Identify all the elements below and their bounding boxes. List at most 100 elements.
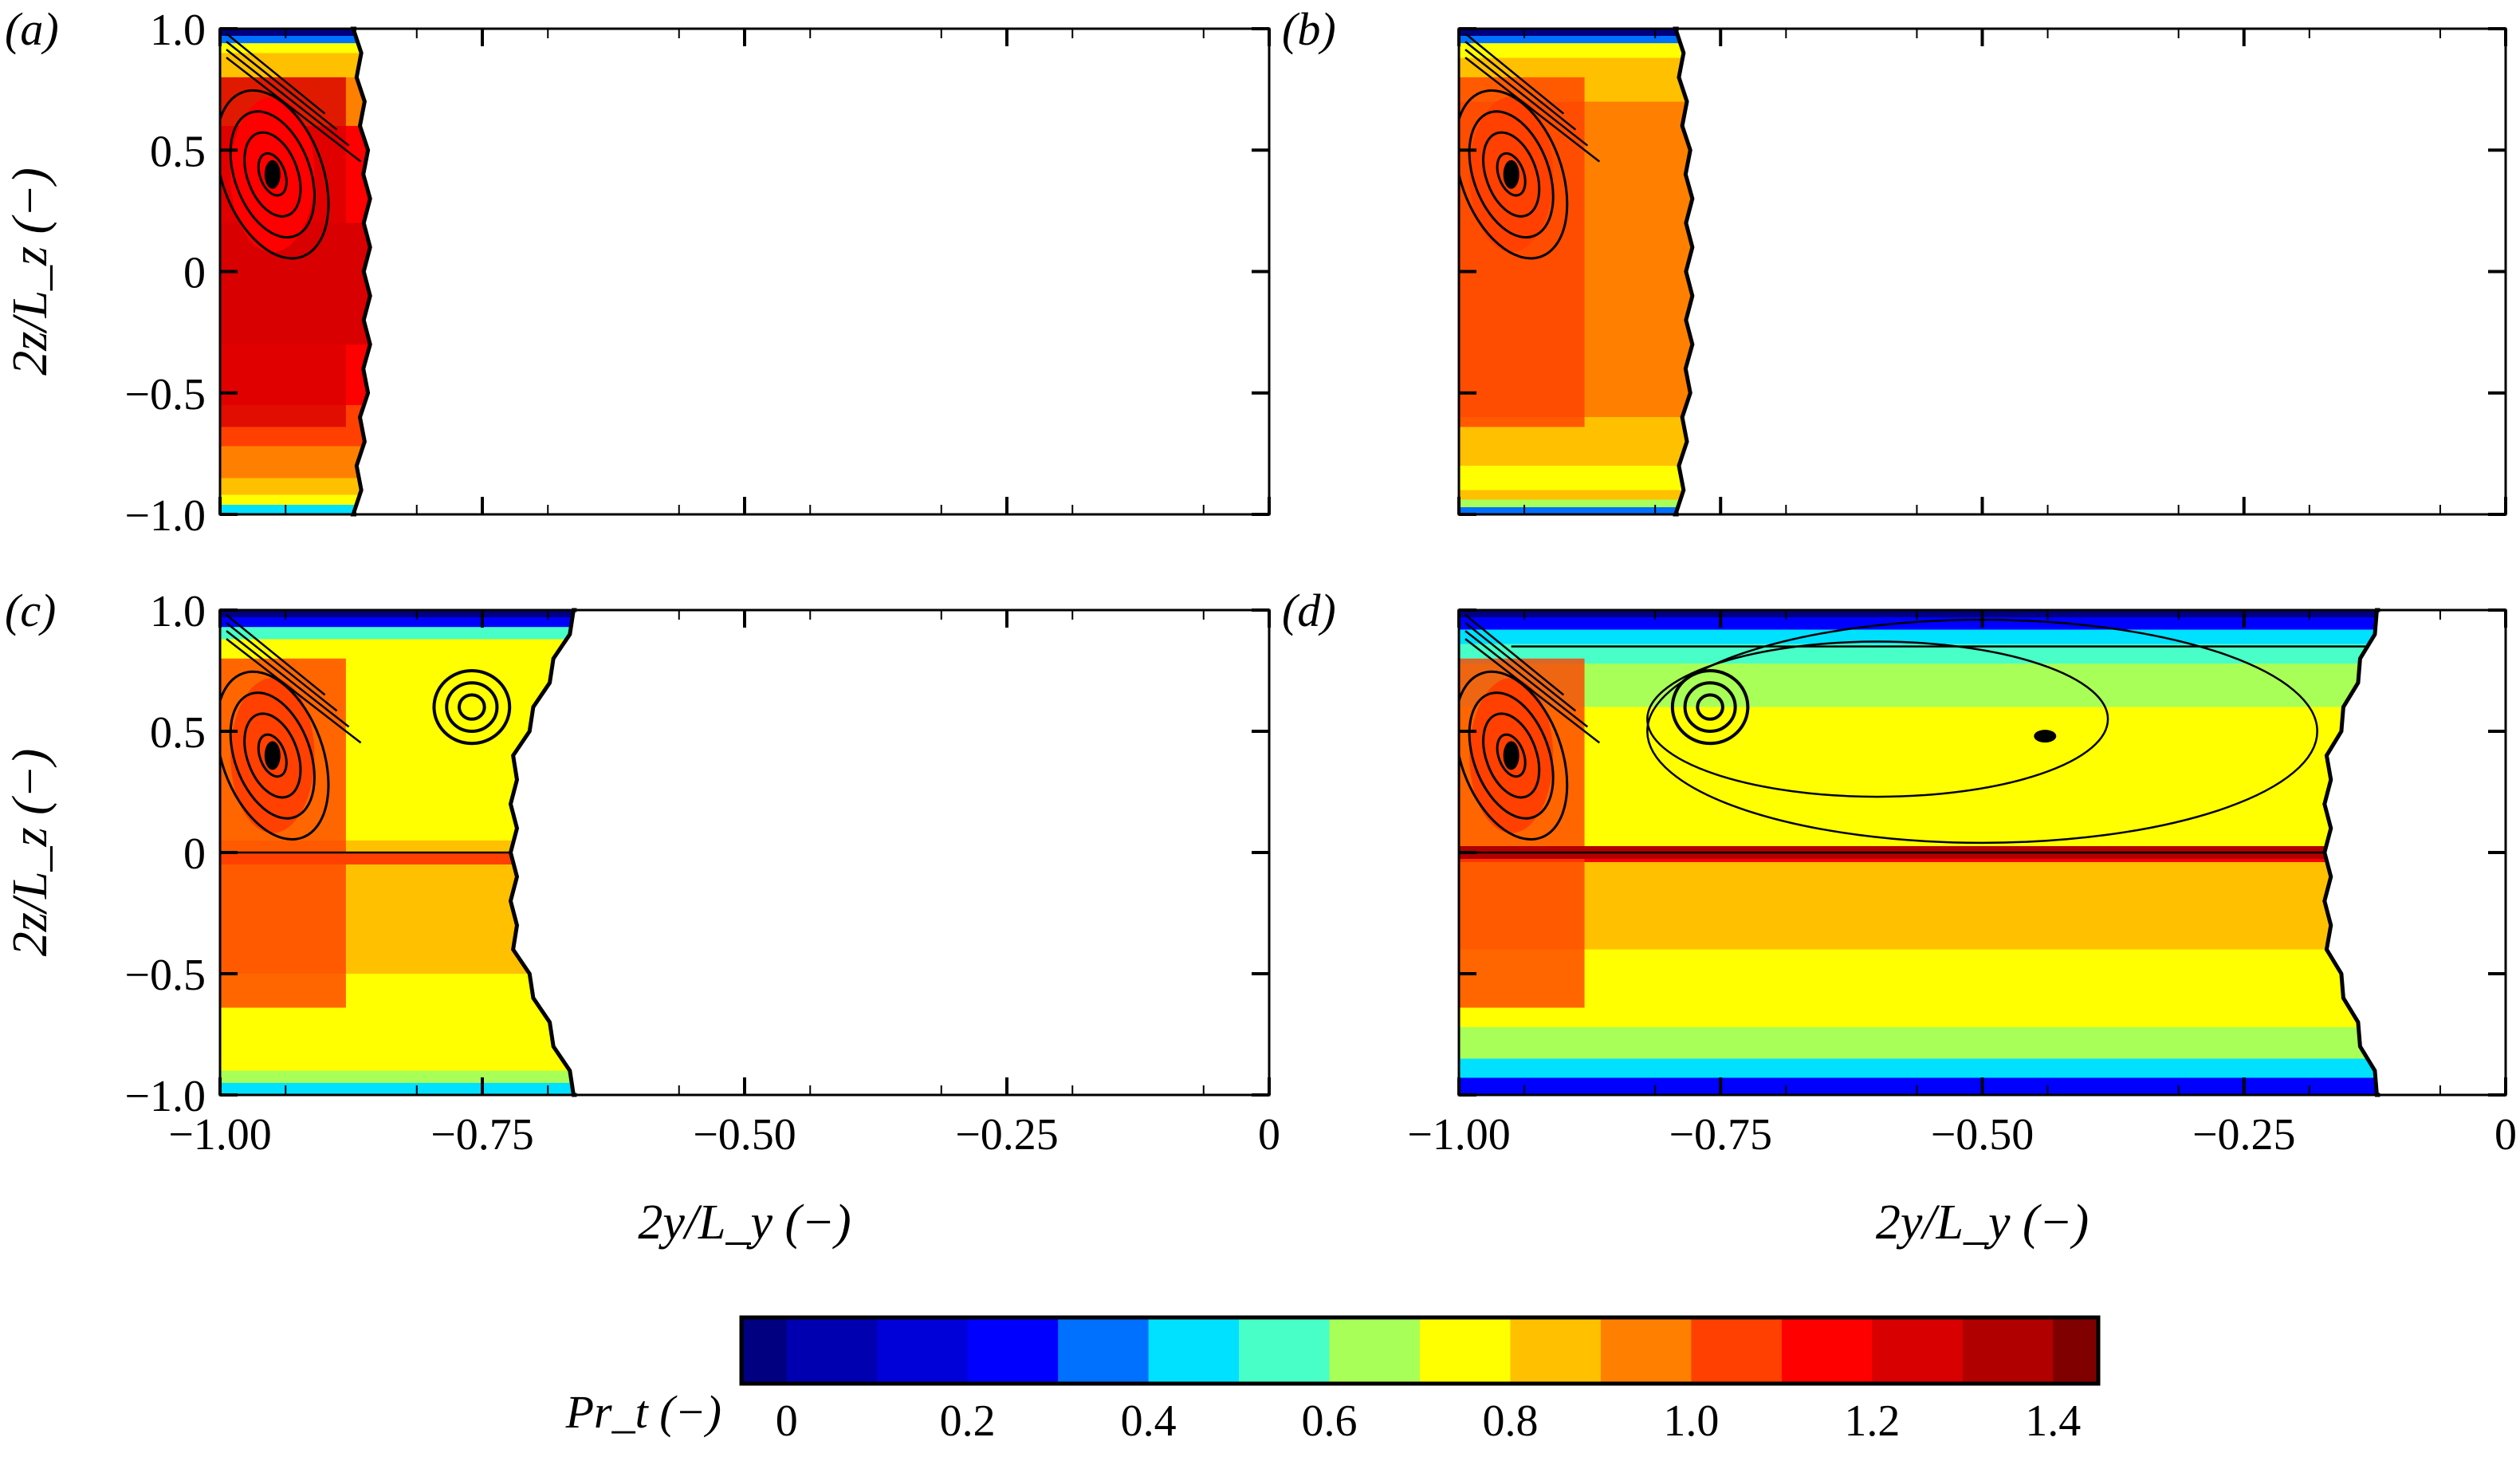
streamline <box>458 693 486 721</box>
streamline <box>226 630 350 728</box>
y-tick-label: 0.5 <box>150 127 206 176</box>
colorbar-tick-label: 0 <box>776 1396 798 1446</box>
panel-a: (a) 1.0 0.5 0 −0.5 −1.0 2z/L_z (−) <box>3 3 1271 541</box>
streamline <box>1464 41 1577 131</box>
vortex-core <box>1503 159 1519 189</box>
streamline <box>226 33 326 115</box>
streamline <box>1496 733 1527 778</box>
data-boundary <box>2322 608 2380 1097</box>
streamline <box>229 110 316 239</box>
streamline <box>1464 33 1565 115</box>
colorbar-tick-label: 1.2 <box>1844 1396 1900 1446</box>
streamline <box>226 49 350 147</box>
y-tick-label: 1.0 <box>150 587 206 636</box>
streamline <box>1459 670 1569 841</box>
y-tick-label: 0 <box>183 829 206 879</box>
y-tick-label: 0.5 <box>150 708 206 758</box>
colorbar-swatch <box>1962 1317 2054 1384</box>
colorbar: 0 0.2 0.4 0.6 0.8 1.0 1.2 1.4 Pr_t (−) <box>565 1315 2101 1446</box>
streamline <box>1468 110 1555 239</box>
colorbar-swatch <box>1329 1317 1421 1384</box>
colorbar-swatch <box>741 1317 788 1384</box>
streamline <box>445 681 499 733</box>
streamline <box>226 41 338 131</box>
panel-label: (c) <box>5 585 56 636</box>
streamline <box>1464 57 1601 163</box>
streamline <box>1464 49 1589 147</box>
x-axis-label: 2y/L_y (−) <box>638 1195 851 1250</box>
colorbar-tick-label: 0.4 <box>1121 1396 1177 1446</box>
y-tick-label: −0.5 <box>124 370 206 419</box>
x-axis-label: 2y/L_y (−) <box>1876 1195 2089 1250</box>
panel-label: (d) <box>1282 585 1336 636</box>
streamline <box>226 57 362 163</box>
panel-d: (d) −1.00 −0.75 −0.50 −0.25 0 2y/L_y (−) <box>1282 585 2517 1250</box>
streamline <box>226 614 326 696</box>
streamline <box>243 131 302 218</box>
streamline <box>257 733 288 778</box>
streamline <box>243 712 302 799</box>
streamline <box>1464 630 1589 728</box>
colorbar-tick-label: 0.2 <box>940 1396 996 1446</box>
colorbar-swatch <box>877 1317 969 1384</box>
y-tick-label: 0 <box>183 249 206 298</box>
streamline <box>1468 691 1555 820</box>
colorbar-swatch <box>1691 1317 1783 1384</box>
streamline <box>1496 152 1527 197</box>
colorbar-swatch <box>2053 1317 2099 1384</box>
x-tick-label: −0.75 <box>430 1110 534 1160</box>
vortex-core <box>264 159 281 189</box>
colorbar-swatch <box>1510 1317 1602 1384</box>
x-tick-label: 0 <box>1258 1110 1280 1160</box>
colorbar-swatch <box>1420 1317 1511 1384</box>
streamline <box>229 691 316 820</box>
streamline <box>1696 693 1724 721</box>
colorbar-swatch <box>1239 1317 1331 1384</box>
colorbar-tick-label: 1.0 <box>1663 1396 1719 1446</box>
contour-field <box>1459 29 1692 514</box>
x-tick-label: −0.50 <box>1931 1110 2034 1160</box>
contour-fill <box>1459 29 1692 514</box>
panel-label: (a) <box>5 3 59 55</box>
vortex-core <box>264 741 281 770</box>
colorbar-swatch <box>1781 1317 1873 1384</box>
colorbar-frame <box>739 1315 2101 1386</box>
colorbar-swatch <box>1058 1317 1150 1384</box>
y-tick-label: −1.0 <box>124 491 206 541</box>
colorbar-swatch <box>1148 1317 1240 1384</box>
data-boundary <box>508 608 577 1097</box>
vortex-core <box>1503 741 1519 770</box>
streamline <box>1464 638 1601 744</box>
axes-frame <box>218 27 1271 516</box>
panel-c: (c) 1.0 0.5 0 −0.5 −1.0 2z/L_z (−) −1.00 −0.75 −0… <box>3 585 1280 1250</box>
streamline <box>1670 669 1750 746</box>
vortex-core <box>2034 730 2057 743</box>
x-tick-label: −0.25 <box>955 1110 1059 1160</box>
colorbar-swatch <box>967 1317 1059 1384</box>
contour-field <box>1459 610 2380 1095</box>
data-boundary <box>350 26 372 517</box>
colorbar-tick-label: 0.8 <box>1482 1396 1538 1446</box>
contour-fill <box>220 29 371 514</box>
contour-field <box>220 610 577 1095</box>
colorbar-tick-label: 0.6 <box>1302 1396 1358 1446</box>
y-tick-label: 1.0 <box>150 6 206 55</box>
streamline <box>226 622 338 712</box>
streamline <box>1646 640 2109 798</box>
streamline <box>1683 681 1737 733</box>
panel-b: (b) <box>1282 3 2507 517</box>
y-tick-label: −1.0 <box>124 1072 206 1121</box>
streamline <box>1464 614 1565 696</box>
y-axis-label: 2z/L_z (−) <box>3 749 57 957</box>
x-tick-label: −0.50 <box>693 1110 796 1160</box>
streamline <box>1464 622 1577 712</box>
streamline <box>226 638 362 744</box>
streamline <box>1482 712 1541 799</box>
x-tick-label: −0.75 <box>1669 1110 1772 1160</box>
streamline <box>432 669 512 746</box>
x-tick-label: −1.00 <box>168 1110 272 1160</box>
colorbar-swatch <box>786 1317 878 1384</box>
panel-label: (b) <box>1282 3 1336 55</box>
colorbar-label: Pr_t (−) <box>565 1386 721 1438</box>
